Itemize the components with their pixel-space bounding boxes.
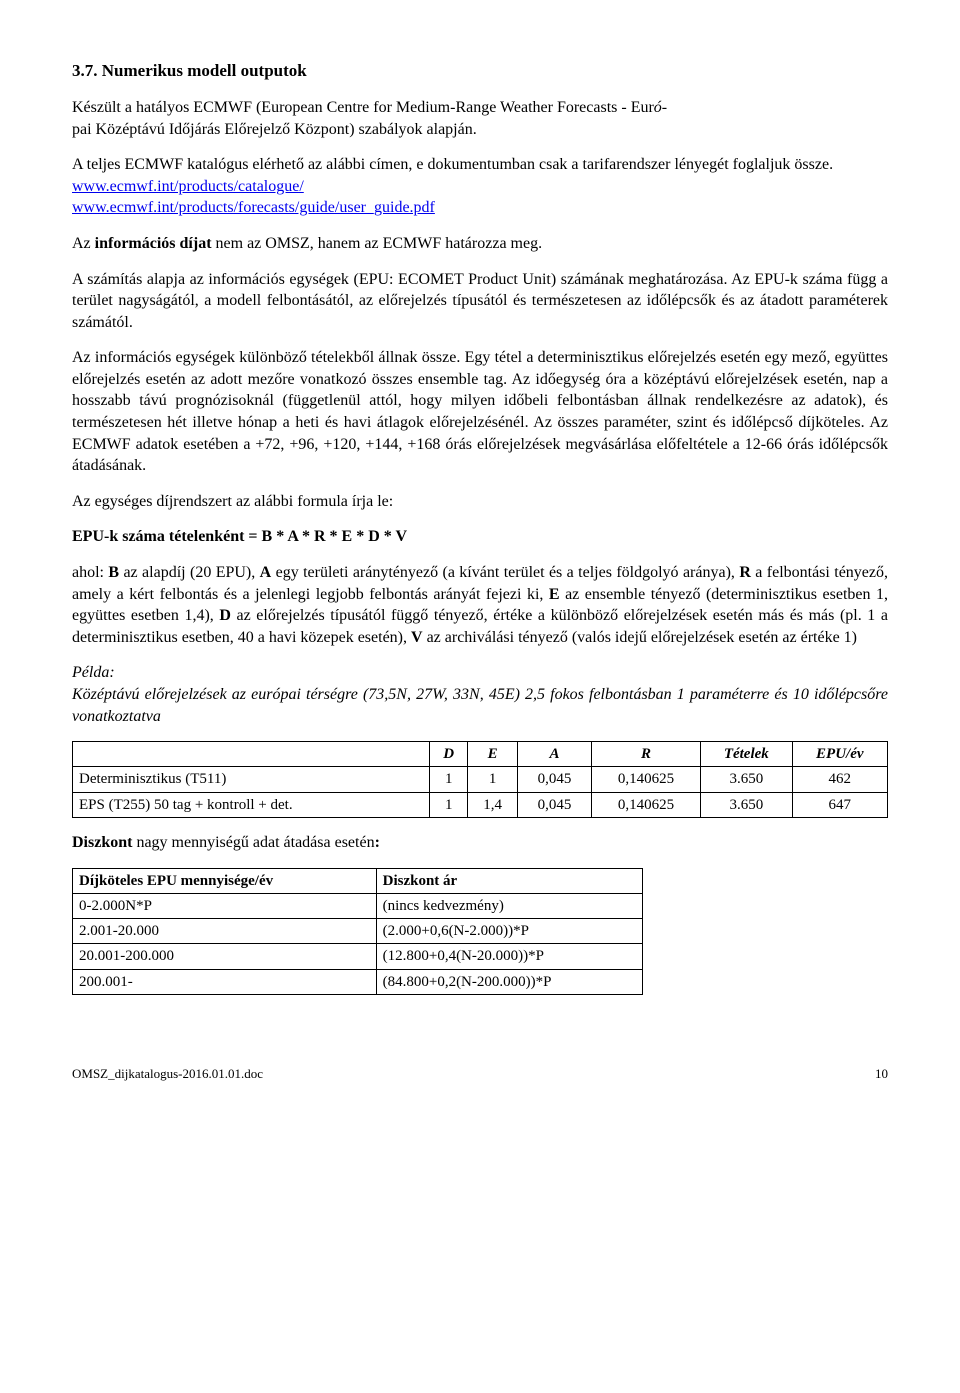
cell: 647 bbox=[792, 792, 887, 817]
paragraph-epu: A számítás alapja az információs egysége… bbox=[72, 269, 888, 334]
text: egy területi aránytényező (a kívánt terü… bbox=[271, 564, 739, 581]
table-row: 2.001-20.000 (2.000+0,6(N-2.000))*P bbox=[73, 919, 643, 944]
link-catalogue[interactable]: www.ecmwf.int/products/catalogue/ bbox=[72, 178, 304, 195]
th-discount-price: Diszkont ár bbox=[376, 868, 643, 893]
footer-filename: OMSZ_dijkatalogus-2016.01.01.doc bbox=[72, 1065, 263, 1083]
th-EPU: EPU/év bbox=[792, 742, 887, 767]
text: ahol: bbox=[72, 564, 108, 581]
cell: 1,4 bbox=[468, 792, 518, 817]
paragraph-legend: ahol: B az alapdíj (20 EPU), A egy terül… bbox=[72, 562, 888, 648]
formula-text: EPU-k száma tételenként = B * A * R * E … bbox=[72, 528, 407, 545]
example-title: Példa: bbox=[72, 664, 115, 681]
text: Készült a hatályos ECMWF (European Centr… bbox=[72, 99, 654, 116]
th-Tetelek: Tételek bbox=[701, 742, 792, 767]
cell: (84.800+0,2(N-200.000))*P bbox=[376, 969, 643, 994]
text: az alapdíj (20 EPU), bbox=[119, 564, 260, 581]
cell: 3.650 bbox=[701, 792, 792, 817]
formula: EPU-k száma tételenként = B * A * R * E … bbox=[72, 526, 888, 548]
cell: (12.800+0,4(N-20.000))*P bbox=[376, 944, 643, 969]
cell: (2.000+0,6(N-2.000))*P bbox=[376, 919, 643, 944]
th-A: A bbox=[518, 742, 592, 767]
cell: 20.001-200.000 bbox=[73, 944, 377, 969]
cell: 0,045 bbox=[518, 767, 592, 792]
table-example: D E A R Tételek EPU/év Determinisztikus … bbox=[72, 741, 888, 818]
cell: 1 bbox=[430, 792, 468, 817]
cell: 462 bbox=[792, 767, 887, 792]
text: pai Középtávú Időjárás Előrejelző Közpon… bbox=[72, 121, 477, 138]
cell: 0,140625 bbox=[591, 792, 700, 817]
table-discount: Díjköteles EPU mennyisége/év Diszkont ár… bbox=[72, 868, 643, 995]
cell: 0-2.000N*P bbox=[73, 893, 377, 918]
footer: OMSZ_dijkatalogus-2016.01.01.doc 10 bbox=[72, 1065, 888, 1083]
table-row: EPS (T255) 50 tag + kontroll + det. 1 1,… bbox=[73, 792, 888, 817]
letter-V: V bbox=[411, 629, 423, 646]
text: - bbox=[662, 99, 667, 116]
letter-E: E bbox=[549, 586, 560, 603]
example-text: Középtávú előrejelzések az európai térsé… bbox=[72, 686, 888, 725]
colon: : bbox=[375, 834, 380, 851]
bold-fee: információs díjat bbox=[95, 235, 212, 252]
footer-page-number: 10 bbox=[875, 1065, 888, 1083]
th-epu-qty: Díjköteles EPU mennyisége/év bbox=[73, 868, 377, 893]
letter-R: R bbox=[739, 564, 751, 581]
paragraph-units: Az információs egységek különböző tétele… bbox=[72, 347, 888, 477]
letter-D: D bbox=[219, 607, 231, 624]
table-header-row: Díjköteles EPU mennyisége/év Diszkont ár bbox=[73, 868, 643, 893]
italic-o: ó bbox=[654, 99, 662, 116]
text: nem az OMSZ, hanem az ECMWF határozza me… bbox=[212, 235, 543, 252]
text: az archiválási tényező (valós idejű előr… bbox=[423, 629, 857, 646]
letter-B: B bbox=[108, 564, 119, 581]
example: Példa: Középtávú előrejelzések az európa… bbox=[72, 662, 888, 727]
section-title: 3.7. Numerikus modell outputok bbox=[72, 60, 888, 83]
discount-label: Diszkont nagy mennyiségű adat átadása es… bbox=[72, 832, 888, 854]
text: nagy mennyiségű adat átadása esetén bbox=[132, 834, 374, 851]
th-D: D bbox=[430, 742, 468, 767]
letter-A: A bbox=[260, 564, 272, 581]
cell: 3.650 bbox=[701, 767, 792, 792]
table-row: 0-2.000N*P (nincs kedvezmény) bbox=[73, 893, 643, 918]
cell: 1 bbox=[430, 767, 468, 792]
table-row: Determinisztikus (T511) 1 1 0,045 0,1406… bbox=[73, 767, 888, 792]
cell: 2.001-20.000 bbox=[73, 919, 377, 944]
cell: (nincs kedvezmény) bbox=[376, 893, 643, 918]
th-E: E bbox=[468, 742, 518, 767]
th-blank bbox=[73, 742, 430, 767]
table-row: 20.001-200.000 (12.800+0,4(N-20.000))*P bbox=[73, 944, 643, 969]
bold-discount: Diszkont bbox=[72, 834, 132, 851]
cell: 200.001- bbox=[73, 969, 377, 994]
th-R: R bbox=[591, 742, 700, 767]
cell: 1 bbox=[468, 767, 518, 792]
paragraph-catalogue: A teljes ECMWF katalógus elérhető az alá… bbox=[72, 154, 888, 219]
text: A teljes ECMWF katalógus elérhető az alá… bbox=[72, 156, 833, 173]
text: Az bbox=[72, 235, 95, 252]
paragraph-intro: Készült a hatályos ECMWF (European Centr… bbox=[72, 97, 888, 140]
cell: 0,140625 bbox=[591, 767, 700, 792]
table-row: 200.001- (84.800+0,2(N-200.000))*P bbox=[73, 969, 643, 994]
cell: EPS (T255) 50 tag + kontroll + det. bbox=[73, 792, 430, 817]
cell: Determinisztikus (T511) bbox=[73, 767, 430, 792]
link-userguide[interactable]: www.ecmwf.int/products/forecasts/guide/u… bbox=[72, 199, 435, 216]
table-header-row: D E A R Tételek EPU/év bbox=[73, 742, 888, 767]
paragraph-formula-intro: Az egységes díjrendszert az alábbi formu… bbox=[72, 491, 888, 513]
paragraph-fee: Az információs díjat nem az OMSZ, hanem … bbox=[72, 233, 888, 255]
cell: 0,045 bbox=[518, 792, 592, 817]
